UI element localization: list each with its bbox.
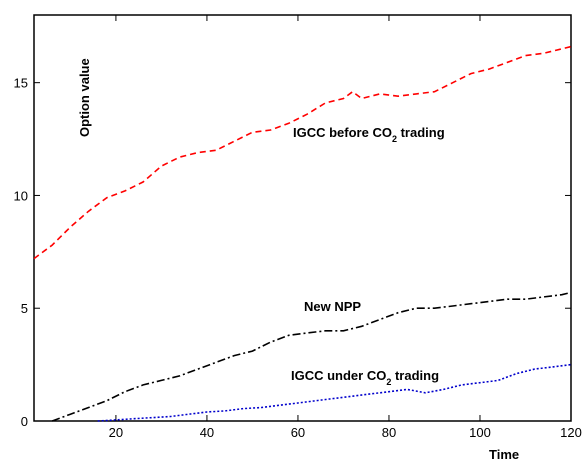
x-tick-label: 20 [109, 425, 123, 440]
x-tick-label: 100 [469, 425, 491, 440]
x-tick-label: 40 [200, 425, 214, 440]
x-tick-label: 60 [291, 425, 305, 440]
y-tick-label: 10 [14, 188, 28, 203]
x-tick-label: 80 [382, 425, 396, 440]
y-tick-label: 5 [21, 301, 28, 316]
series-label-igcc-before: IGCC before CO2 trading [293, 125, 445, 144]
x-axis-title: Time [489, 447, 519, 462]
x-tick-label: 120 [560, 425, 582, 440]
axes: 20 40 60 80 100 120 0 5 10 15 [14, 14, 582, 440]
y-axis-title: Option value [77, 58, 92, 137]
plot-frame [33, 14, 572, 422]
y-tick-label: 15 [14, 76, 28, 91]
y-tick-label: 0 [21, 414, 28, 429]
series-label-igcc-under: IGCC under CO2 trading [291, 368, 439, 387]
series-line-0 [33, 45, 572, 260]
series-line-1 [51, 291, 572, 422]
series-layer [33, 45, 572, 422]
series-line-2 [97, 363, 572, 422]
series-label-new-npp: New NPP [304, 299, 361, 314]
